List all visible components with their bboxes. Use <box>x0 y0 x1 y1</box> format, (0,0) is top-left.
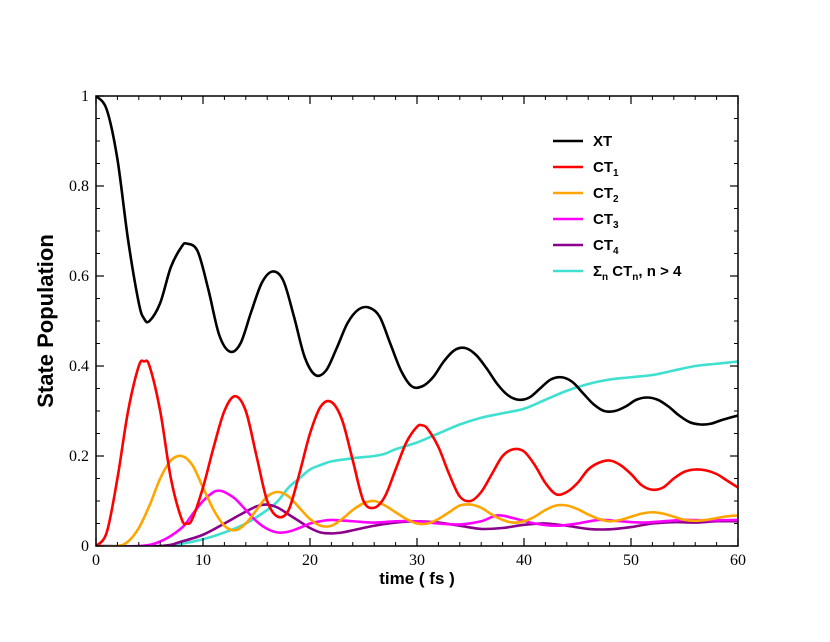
y-tick-label: 0.8 <box>69 178 89 195</box>
series-layer <box>96 96 738 546</box>
legend-label: XT <box>593 133 612 150</box>
y-tick-label: 0.4 <box>69 358 89 375</box>
x-axis-title: time ( fs ) <box>379 569 455 588</box>
series-line-ct1 <box>96 359 738 546</box>
x-tick-label: 40 <box>516 552 532 569</box>
series-line-sigma-n-ct-n-n-4 <box>96 360 738 546</box>
y-tick-label: 0.2 <box>69 448 89 465</box>
y-tick-label: 1 <box>81 88 89 105</box>
x-tick-label: 30 <box>409 552 425 569</box>
plot-frame <box>95 95 739 547</box>
y-tick-label: 0.6 <box>69 268 89 285</box>
legend-label: CT1 <box>593 159 619 179</box>
legend-label: CT2 <box>593 185 619 205</box>
x-tick-label: 10 <box>195 552 211 569</box>
legend: XT CT1 CT2 CT3 CT4 Σn CTn, n > 4 <box>553 133 682 283</box>
ticks-layer: 0 10 20 30 40 50 60 0 0.2 0.4 0.6 0.8 1 <box>69 88 746 569</box>
x-tick-label: 50 <box>623 552 639 569</box>
legend-label: CT3 <box>593 211 619 231</box>
series-line-xt <box>96 96 738 426</box>
x-tick-label: 20 <box>302 552 318 569</box>
x-tick-label: 0 <box>92 552 100 569</box>
legend-label: Σn CTn, n > 4 <box>593 263 682 283</box>
legend-label: CT4 <box>593 237 619 257</box>
y-tick-label: 0 <box>81 538 89 555</box>
series-line-ct2 <box>96 454 738 546</box>
x-tick-label: 60 <box>730 552 746 569</box>
y-axis-title: State Population <box>33 234 58 408</box>
